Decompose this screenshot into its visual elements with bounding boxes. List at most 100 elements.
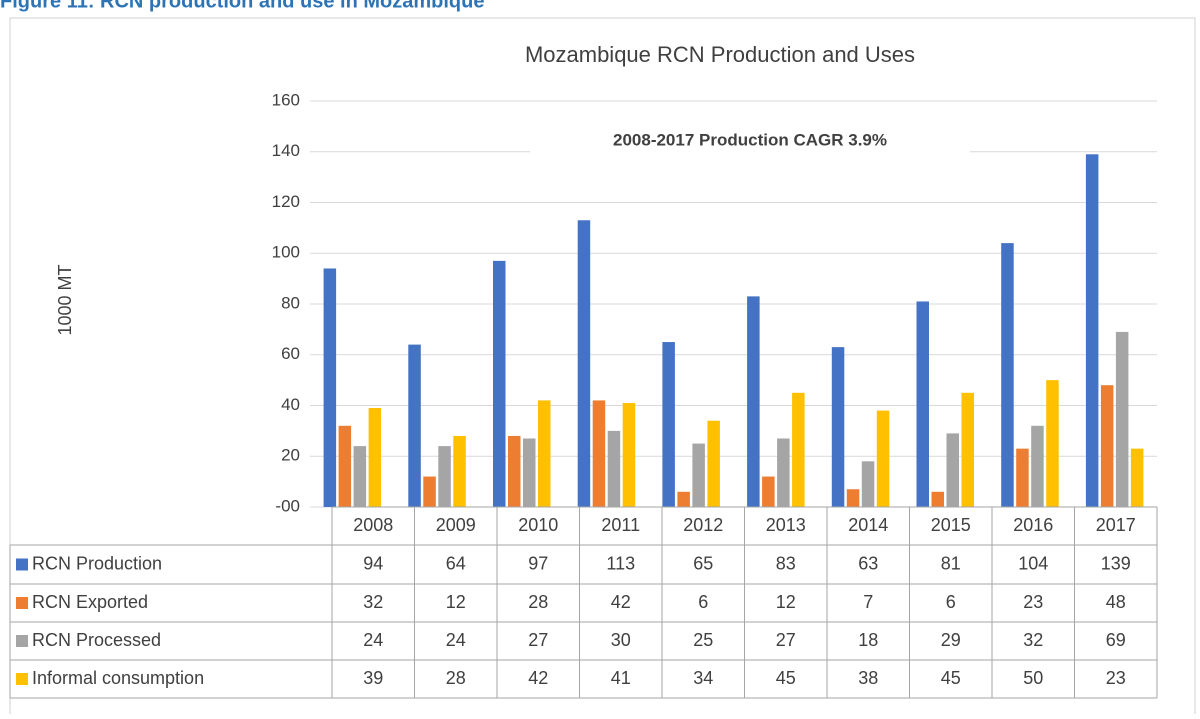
bar bbox=[692, 443, 705, 507]
bar bbox=[662, 342, 675, 507]
bar bbox=[538, 400, 551, 507]
x-tick-label: 2009 bbox=[436, 515, 476, 535]
bar bbox=[607, 430, 621, 507]
bar bbox=[1115, 331, 1129, 507]
table-value: 23 bbox=[1023, 592, 1043, 612]
x-tick-label: 2011 bbox=[601, 515, 640, 535]
y-tick-label: 160 bbox=[272, 90, 300, 109]
table-value: 42 bbox=[611, 592, 631, 612]
table-value: 6 bbox=[698, 592, 708, 612]
table-value: 83 bbox=[776, 553, 796, 573]
legend-swatch bbox=[16, 635, 28, 647]
table-value: 12 bbox=[446, 592, 466, 612]
table-value: 24 bbox=[446, 630, 466, 650]
table-value: 27 bbox=[776, 630, 796, 650]
table-value: 38 bbox=[858, 668, 878, 688]
table-value: 24 bbox=[363, 630, 383, 650]
bar bbox=[353, 446, 367, 507]
bar bbox=[861, 461, 875, 507]
bar bbox=[831, 347, 845, 507]
table-value: 63 bbox=[858, 553, 878, 573]
table-value: 6 bbox=[946, 592, 956, 612]
table-value: 32 bbox=[363, 592, 383, 612]
bar bbox=[423, 476, 436, 507]
table-value: 139 bbox=[1101, 553, 1131, 573]
x-tick-label: 2015 bbox=[931, 515, 971, 535]
bar bbox=[961, 392, 974, 507]
bar bbox=[622, 402, 636, 507]
x-tick-label: 2008 bbox=[353, 515, 393, 535]
table-value: 69 bbox=[1106, 630, 1126, 650]
bar bbox=[846, 489, 860, 507]
bar bbox=[1100, 385, 1114, 507]
legend-label: RCN Exported bbox=[32, 592, 148, 612]
table-value: 81 bbox=[941, 553, 961, 573]
bar bbox=[1046, 380, 1059, 507]
legend-swatch bbox=[16, 558, 28, 571]
bar bbox=[368, 408, 382, 507]
bar bbox=[777, 438, 790, 507]
table-value: 64 bbox=[446, 553, 466, 573]
table-value: 12 bbox=[776, 592, 796, 612]
y-tick-label: 140 bbox=[272, 141, 300, 160]
x-tick-label: 2012 bbox=[683, 515, 723, 535]
y-tick-label: 120 bbox=[272, 192, 300, 211]
table-value: 45 bbox=[776, 668, 796, 688]
bar bbox=[508, 435, 521, 507]
table-value: 50 bbox=[1023, 668, 1043, 688]
caption: Figure 11: RCN production and use in Moz… bbox=[0, 0, 484, 12]
annotation-bg bbox=[530, 125, 970, 157]
bar bbox=[762, 476, 775, 507]
legend-swatch bbox=[16, 673, 28, 685]
bar bbox=[1001, 243, 1014, 507]
table-value: 34 bbox=[693, 668, 713, 688]
chart-frame bbox=[9, 17, 1196, 719]
bar bbox=[592, 400, 606, 507]
legend-label: RCN Processed bbox=[32, 630, 161, 650]
bar bbox=[523, 438, 536, 507]
table-value: 25 bbox=[693, 630, 713, 650]
legend-swatch bbox=[16, 597, 28, 609]
table-value: 104 bbox=[1018, 553, 1048, 573]
bar bbox=[1130, 448, 1144, 507]
chart-title: Mozambique RCN Production and Uses bbox=[525, 42, 915, 67]
table-value: 42 bbox=[528, 668, 548, 688]
table-value: 45 bbox=[941, 668, 961, 688]
y-tick-label: 60 bbox=[281, 344, 300, 363]
table-value: 18 bbox=[858, 630, 878, 650]
y-tick-label: 100 bbox=[272, 243, 300, 262]
table-value: 113 bbox=[606, 553, 635, 573]
table-value: 65 bbox=[693, 553, 713, 573]
bar bbox=[931, 491, 944, 507]
bar bbox=[1031, 425, 1044, 507]
x-tick-label: 2017 bbox=[1096, 515, 1136, 535]
table-value: 29 bbox=[941, 630, 961, 650]
table-value: 23 bbox=[1106, 668, 1126, 688]
bar bbox=[577, 220, 591, 507]
table-value: 97 bbox=[528, 553, 548, 573]
x-tick-label: 2014 bbox=[848, 515, 888, 535]
bar bbox=[438, 446, 451, 507]
bar bbox=[408, 344, 421, 507]
table-value: 27 bbox=[528, 630, 548, 650]
table-value: 94 bbox=[363, 553, 383, 573]
table-value: 28 bbox=[528, 592, 548, 612]
bar bbox=[916, 301, 929, 507]
legend-label: RCN Production bbox=[32, 553, 162, 573]
y-tick-label: -00 bbox=[275, 496, 300, 515]
bar bbox=[876, 410, 890, 507]
x-tick-label: 2013 bbox=[766, 515, 806, 535]
x-tick-label: 2016 bbox=[1013, 515, 1053, 535]
bar bbox=[453, 435, 466, 507]
bar bbox=[747, 296, 760, 507]
bar bbox=[323, 268, 337, 507]
table-value: 30 bbox=[611, 630, 631, 650]
y-tick-label: 40 bbox=[281, 395, 300, 414]
annotation: 2008-2017 Production CAGR 3.9% bbox=[613, 130, 887, 149]
table-value: 48 bbox=[1106, 592, 1126, 612]
table-value: 7 bbox=[863, 592, 873, 612]
bar bbox=[792, 392, 805, 507]
bar bbox=[677, 491, 690, 507]
